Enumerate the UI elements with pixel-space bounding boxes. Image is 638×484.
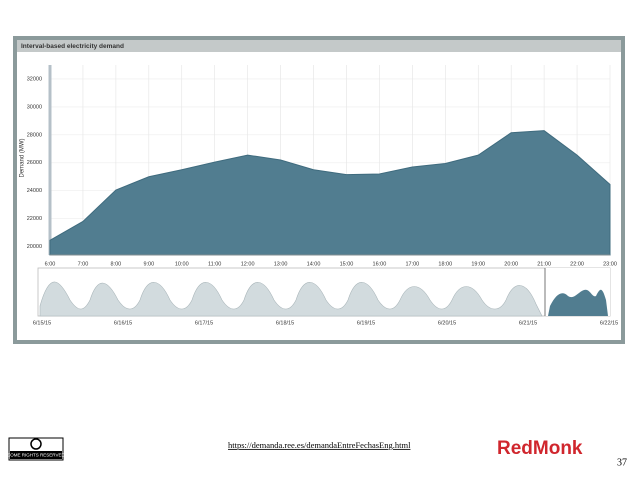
area [49, 130, 611, 256]
x-tick-label: 16:00 [373, 261, 387, 267]
navigator-date-label: 6/15/15 [33, 320, 51, 326]
y-tick-label: 28000 [27, 132, 42, 138]
navigator-date-label: 6/16/15 [114, 320, 132, 326]
plot: 20000 22000 24000 26000 28000 30000 32000 6:00 7… [27, 65, 617, 267]
x-tick-label: 19:00 [471, 261, 485, 267]
navigator-labels: 6/15/15 6/16/15 6/17/15 6/18/15 6/19/15 6/20/… [33, 320, 618, 326]
x-tick-label: 12:00 [241, 261, 255, 267]
x-tick-label: 17:00 [405, 261, 419, 267]
navigator-date-label: 6/19/15 [357, 320, 375, 326]
navigator-date-label: 6/17/15 [195, 320, 213, 326]
y-tick-label: 24000 [27, 188, 42, 194]
x-tick-label: 15:00 [340, 261, 354, 267]
x-tick-label: 23:00 [603, 261, 617, 267]
navigator-selected-area [548, 289, 608, 316]
x-tick-label: 7:00 [78, 261, 89, 267]
chart-title: Interval-based electricity demand [21, 43, 124, 50]
x-tick-label: 9:00 [143, 261, 154, 267]
navigator-date-label: 6/18/15 [276, 320, 294, 326]
license-text: SOME RIGHTS RESERVED [7, 453, 65, 458]
x-tick-label: 8:00 [111, 261, 122, 267]
navigator-date-label: 6/20/15 [438, 320, 456, 326]
y-tick-label: 20000 [27, 244, 42, 250]
source-url[interactable]: https://demanda.ree.es/demandaEntreFecha… [228, 440, 411, 450]
navigator-date-label: 6/22/15 [600, 320, 618, 326]
x-tick-label: 14:00 [307, 261, 321, 267]
x-tick-label: 6:00 [45, 261, 56, 267]
x-tick-label: 10:00 [175, 261, 189, 267]
navigator-area [39, 281, 543, 317]
y-tick-label: 32000 [27, 76, 42, 82]
x-tick-label: 11:00 [208, 261, 221, 267]
y-tick-label: 30000 [27, 104, 42, 110]
page-number: 37 [617, 457, 627, 468]
logo: RedMonk [497, 438, 583, 459]
title-bar [17, 40, 621, 52]
license-badge: SOME RIGHTS RESERVED [7, 437, 65, 461]
y-axis-title: Demand (MW) [20, 138, 26, 177]
x-tick-label: 18:00 [438, 261, 452, 267]
x-tick-label: 13:00 [274, 261, 288, 267]
y-tick-label: 22000 [27, 216, 42, 222]
x-tick-label: 22:00 [570, 261, 584, 267]
x-tick-label: 20:00 [504, 261, 518, 267]
x-tick-label: 21:00 [537, 261, 551, 267]
navigator-date-label: 6/21/15 [519, 320, 537, 326]
y-tick-label: 26000 [27, 160, 42, 166]
